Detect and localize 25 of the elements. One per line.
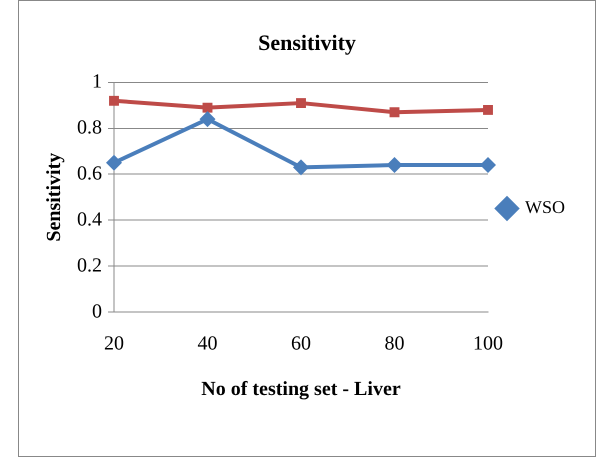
x-tick-label: 20 bbox=[104, 332, 124, 354]
y-tick-label: 0.8 bbox=[77, 116, 102, 139]
point bbox=[109, 96, 119, 106]
x-tick-label: 40 bbox=[198, 332, 218, 354]
point bbox=[200, 111, 216, 128]
x-tick-label: 60 bbox=[291, 332, 311, 354]
point bbox=[480, 157, 496, 174]
x-tick-label: 80 bbox=[384, 332, 404, 354]
x-axis-title: No of testing set - Liver bbox=[201, 378, 401, 400]
x-tick-label: 100 bbox=[473, 332, 503, 354]
point bbox=[483, 105, 493, 115]
point bbox=[386, 157, 402, 174]
point bbox=[202, 102, 212, 113]
point bbox=[293, 159, 309, 176]
point bbox=[390, 107, 400, 118]
y-tick-label: 1 bbox=[92, 70, 102, 93]
y-axis-title: Sensitivity bbox=[43, 152, 66, 242]
y-tick-label: 0 bbox=[92, 300, 102, 322]
y-tick-label: 0.6 bbox=[77, 162, 102, 184]
point bbox=[106, 154, 122, 171]
y-tick-label: 0.2 bbox=[77, 254, 102, 276]
legend-label: WSO bbox=[525, 197, 565, 218]
chart-title: Sensitivity bbox=[258, 30, 356, 55]
y-tick-label: 0.4 bbox=[77, 208, 102, 230]
point bbox=[296, 98, 306, 108]
